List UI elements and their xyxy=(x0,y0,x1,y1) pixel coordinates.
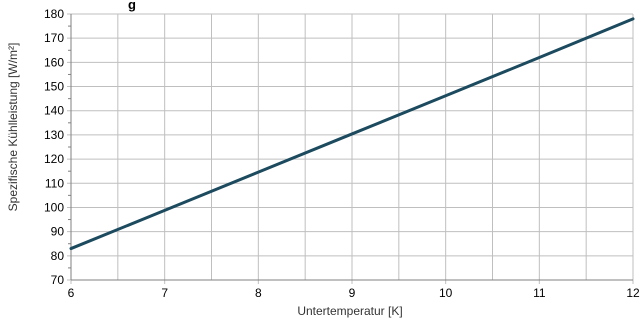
x-tick-label: 11 xyxy=(533,286,546,300)
chart-title: g xyxy=(128,0,136,12)
x-axis-ticks: 6 7 8 9 10 11 12 xyxy=(68,286,640,300)
x-axis-title: Untertemperatur [K] xyxy=(297,304,402,318)
y-tick-label: 120 xyxy=(44,152,64,166)
x-tick-label: 7 xyxy=(161,286,168,300)
series xyxy=(69,17,635,251)
y-tick-label: 140 xyxy=(44,104,64,118)
y-tick-label: 180 xyxy=(44,7,64,21)
y-axis-title: Spezifische Kühlleistung [W/m²] xyxy=(6,43,20,212)
y-axis-ticks: 70 80 90 100 110 120 130 140 150 160 170 180 xyxy=(44,7,64,287)
x-tick-label: 6 xyxy=(68,286,75,300)
y-tick-label: 160 xyxy=(44,55,64,69)
y-tick-label: 100 xyxy=(44,200,64,214)
y-tick-label: 170 xyxy=(44,31,64,45)
x-tick-label: 12 xyxy=(626,286,640,300)
x-tick-label: 9 xyxy=(349,286,356,300)
x-tick-label: 8 xyxy=(255,286,262,300)
y-tick-label: 70 xyxy=(51,273,65,287)
series-line xyxy=(69,17,635,251)
axes xyxy=(68,14,633,281)
y-tick-label: 150 xyxy=(44,80,64,94)
y-tick-label: 110 xyxy=(45,176,64,190)
y-tick-label: 80 xyxy=(51,249,65,263)
x-tick-label: 10 xyxy=(439,286,453,300)
y-tick-label: 90 xyxy=(51,225,65,239)
y-tick-label: 130 xyxy=(44,128,64,142)
